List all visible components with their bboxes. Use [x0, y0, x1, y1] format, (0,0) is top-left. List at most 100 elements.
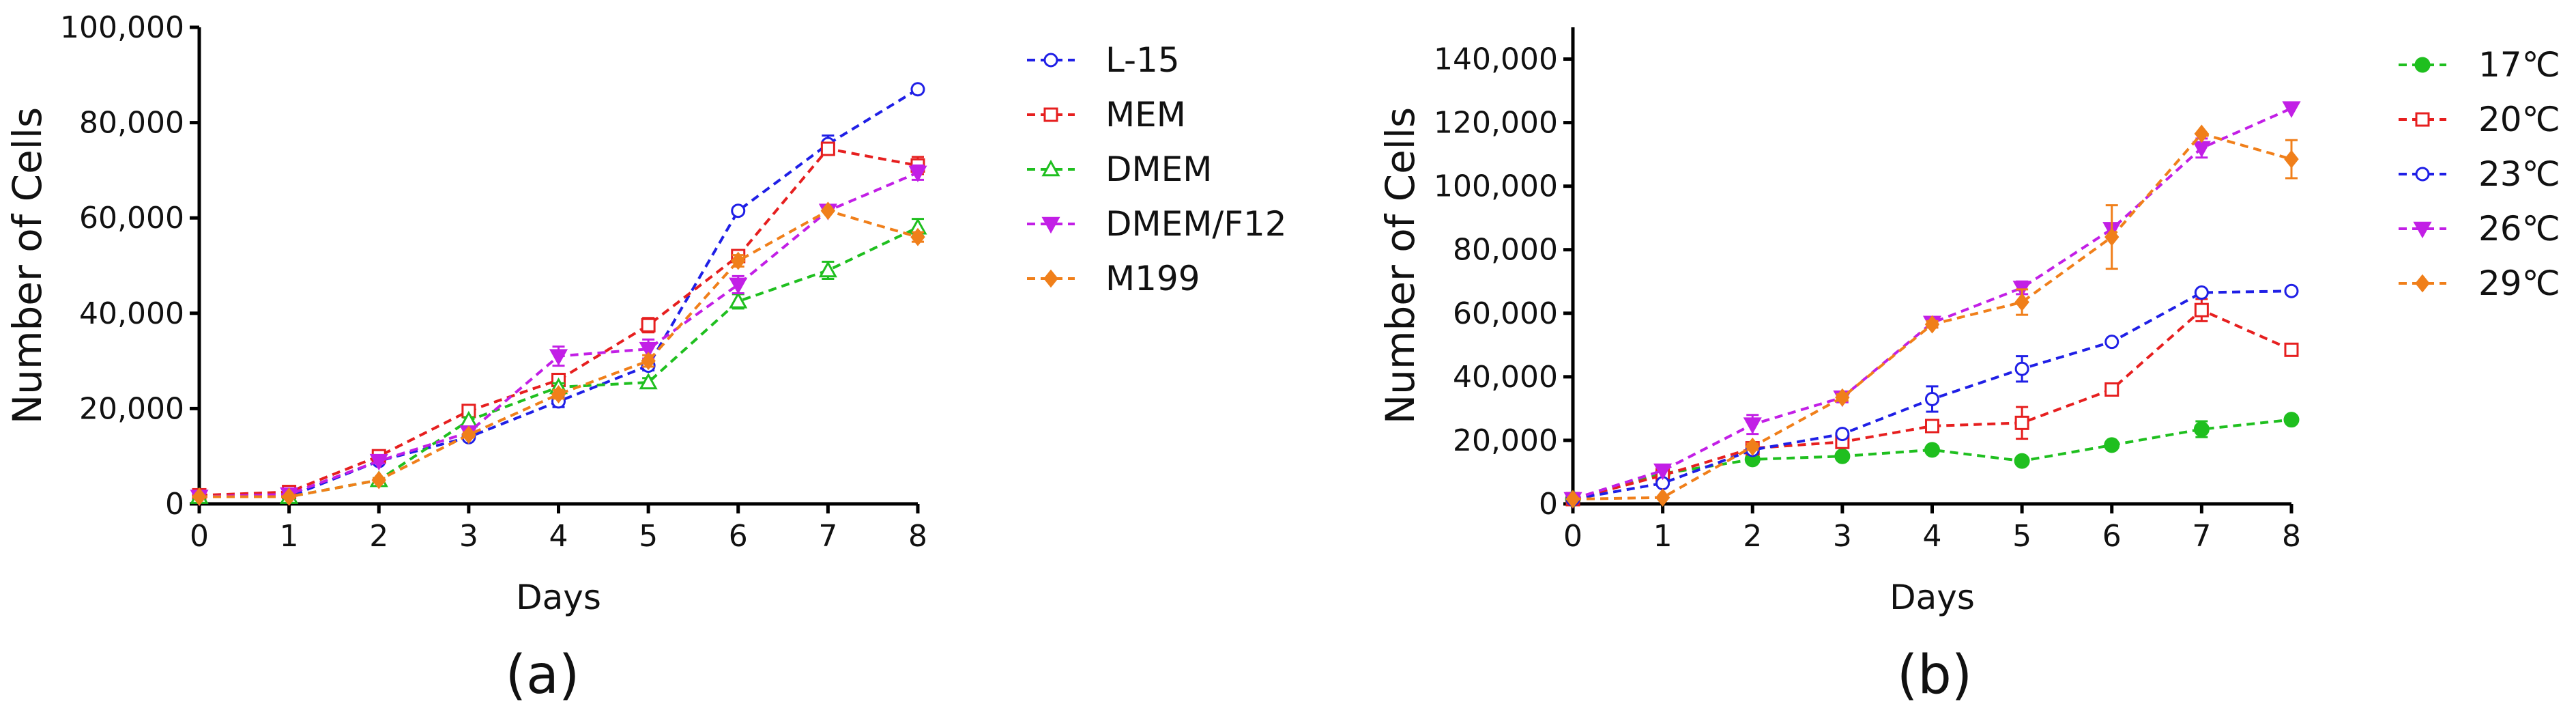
series-4 [1565, 124, 2299, 509]
x-tick-label: 1 [1653, 519, 1673, 554]
legend-label: DMEM/F12 [1105, 204, 1287, 244]
legend-marker [1043, 53, 1058, 68]
legend-item: 17℃ [2399, 45, 2560, 85]
data-point [192, 487, 207, 506]
legend-item: M199 [1027, 259, 1200, 298]
data-point [2194, 285, 2209, 300]
data-point [1925, 391, 1939, 406]
legend-marker [1041, 216, 1060, 234]
legend-marker [2413, 221, 2432, 239]
x-tick-label: 8 [908, 519, 927, 554]
data-point [2284, 150, 2299, 169]
x-tick-label: 1 [280, 519, 299, 554]
x-tick-label: 2 [1743, 519, 1762, 554]
legend-item: 23℃ [2399, 154, 2560, 194]
series-line [1572, 308, 2292, 500]
data-point [2014, 361, 2029, 376]
data-point [731, 251, 746, 270]
y-tick-label: 140,000 [1434, 42, 1558, 77]
data-point [818, 260, 837, 278]
data-point [2194, 124, 2210, 143]
legend-label: 17℃ [2478, 45, 2560, 85]
x-tick-label: 3 [1833, 519, 1852, 554]
x-tick-label: 0 [190, 519, 209, 554]
legend-marker [2415, 112, 2430, 127]
y-tick-label: 80,000 [1453, 233, 1558, 268]
data-point [2014, 415, 2029, 430]
x-tick-label: 4 [1923, 519, 1942, 554]
data-point [641, 317, 656, 333]
data-point [2104, 437, 2120, 453]
data-point [1924, 315, 1940, 334]
data-point [729, 292, 748, 309]
legend-item: DMEM/F12 [1027, 204, 1287, 244]
x-tick-label: 6 [2102, 519, 2122, 554]
panel-label: (b) [1897, 645, 1972, 706]
data-point [2194, 302, 2209, 317]
legend-label: 26℃ [2478, 209, 2560, 249]
x-tick-label: 5 [639, 519, 658, 554]
panel-a: 0 1 2 3 4 5 6 7 8 0 20,000 40,000 60,000 80,000 100,00… [4, 10, 1287, 706]
x-tick-label: 5 [2012, 519, 2031, 554]
legend-item: 29℃ [2399, 264, 2560, 303]
data-point [1565, 490, 1580, 509]
series-line [1572, 418, 2292, 500]
panel-label: (a) [506, 645, 580, 706]
data-point [549, 349, 568, 366]
y-tick-label: 40,000 [79, 296, 184, 331]
data-point [2193, 421, 2210, 438]
legend-label: M199 [1105, 259, 1200, 298]
series-line [199, 88, 919, 498]
x-axis-label: Days [516, 578, 601, 617]
data-point [641, 352, 656, 371]
data-point [2014, 293, 2029, 311]
y-tick-label: 20,000 [1453, 423, 1558, 458]
data-point [551, 385, 566, 404]
y-tick-label: 0 [1539, 487, 1558, 522]
data-point [1925, 419, 1939, 434]
x-tick-label: 3 [459, 519, 478, 554]
data-point [1745, 437, 1760, 456]
data-point [1834, 448, 1851, 464]
data-point [1835, 427, 1850, 442]
series-line [199, 147, 918, 497]
data-point [281, 487, 297, 506]
legend-marker [2414, 57, 2431, 73]
data-point [1924, 442, 1940, 458]
series-0 [192, 82, 925, 505]
data-point [910, 227, 925, 246]
legend-item: MEM [1027, 95, 1186, 135]
y-tick-label: 60,000 [1453, 296, 1558, 331]
legend-item: 26℃ [2399, 209, 2560, 249]
data-point [820, 141, 835, 156]
legend-item: L-15 [1027, 40, 1180, 80]
data-point [2284, 342, 2299, 357]
data-point [639, 341, 658, 359]
x-tick-label: 2 [369, 519, 388, 554]
x-tick-label: 0 [1563, 519, 1582, 554]
y-axis-label: Number of Cells [4, 107, 50, 424]
legend-marker [2415, 167, 2430, 182]
data-point [731, 203, 746, 218]
data-point [1835, 388, 1850, 407]
series-line [1572, 107, 2292, 500]
data-point [908, 165, 927, 182]
legend-label: 29℃ [2478, 264, 2560, 303]
data-point [371, 470, 386, 490]
data-point [2104, 227, 2119, 246]
x-tick-label: 6 [729, 519, 748, 554]
legend-marker [2415, 274, 2430, 293]
data-point [1743, 417, 1762, 434]
panel-b: 0 1 2 3 4 5 6 7 8 0 20,000 40,000 60,000 80,000 100,00… [1377, 27, 2560, 706]
y-tick-label: 60,000 [79, 201, 184, 236]
x-axis-label: Days [1890, 578, 1975, 617]
data-point [461, 425, 476, 444]
series-1 [192, 141, 925, 503]
legend-label: MEM [1105, 95, 1186, 135]
data-point [639, 372, 658, 390]
series-line [199, 171, 918, 498]
legend-label: 20℃ [2478, 100, 2560, 139]
legend-item: 20℃ [2399, 100, 2560, 139]
legend-marker [1043, 107, 1058, 122]
